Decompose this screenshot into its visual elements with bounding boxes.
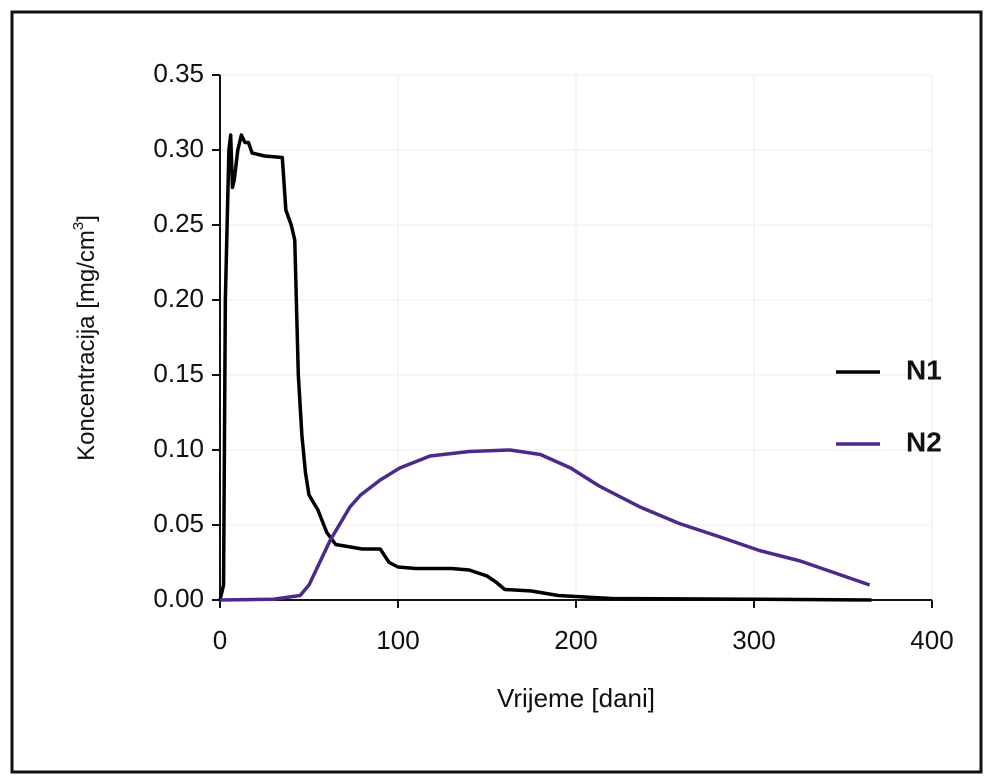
y-axis-label-end: ] — [73, 215, 100, 222]
series-line — [218, 133, 872, 602]
legend-label: N2 — [906, 426, 942, 457]
x-tick-label: 400 — [910, 625, 953, 655]
y-tick-label: 0.15 — [153, 358, 204, 388]
y-axis-label-sup: 3 — [70, 222, 87, 230]
legend-label: N1 — [906, 354, 942, 385]
y-tick-label: 0.30 — [153, 133, 204, 163]
series-line — [219, 448, 871, 602]
y-tick-label: 0.20 — [153, 283, 204, 313]
y-tick-label: 0.00 — [153, 583, 204, 613]
y-axis-label: Koncentracija [mg/cm3] — [70, 215, 100, 461]
x-axis-label: Vrijeme [dani] — [497, 683, 655, 713]
y-axis-label-text: Koncentracija [mg/cm — [73, 230, 100, 461]
x-tick-label: 100 — [376, 625, 419, 655]
y-tick-label: 0.05 — [153, 508, 204, 538]
frame — [10, 10, 983, 774]
x-tick-label: 0 — [213, 625, 227, 655]
x-tick-label: 200 — [554, 625, 597, 655]
y-tick-label: 0.35 — [153, 58, 204, 88]
y-tick-label: 0.25 — [153, 208, 204, 238]
y-tick-label: 0.10 — [153, 433, 204, 463]
x-tick-label: 300 — [732, 625, 775, 655]
